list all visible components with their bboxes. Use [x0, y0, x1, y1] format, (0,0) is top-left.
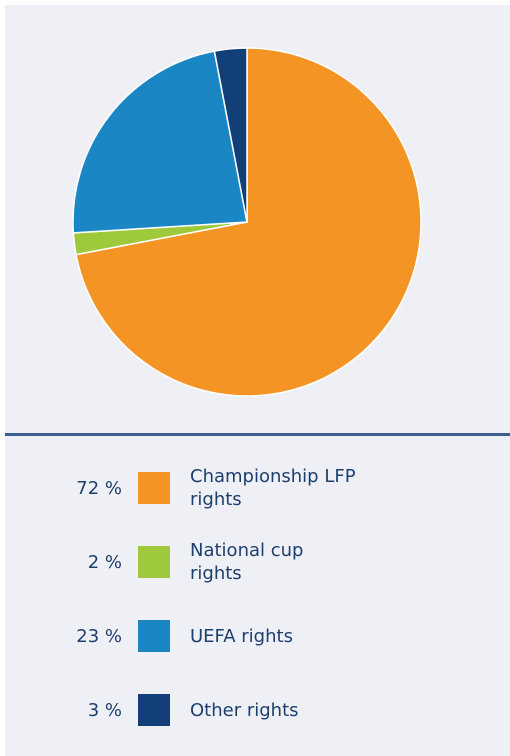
legend-label: National cup rights [190, 540, 304, 584]
legend-item: 72 % Championship LFP rights [5, 458, 360, 518]
value-label: 3 % [87, 699, 122, 721]
value-label: 23 % [76, 625, 122, 647]
legend-label: Championship LFP rights [190, 466, 356, 510]
legend-label: UEFA rights [190, 625, 293, 647]
pie-chart [72, 47, 422, 397]
panel: 72 % Championship LFP rights 2 % National c… [5, 5, 510, 756]
legend-label: Other rights [190, 699, 299, 721]
legend-item: 3 % Other rights [5, 680, 360, 740]
legend-swatch [138, 546, 170, 578]
legend-item: 2 % National cup rights [5, 532, 360, 592]
legend-swatch [138, 620, 170, 652]
pie-slice [213, 47, 248, 223]
pie-slice [72, 50, 248, 234]
legend-item: 23 % UEFA rights [5, 606, 360, 666]
legend-swatch [138, 694, 170, 726]
divider [5, 433, 510, 436]
value-label: 72 % [76, 477, 122, 499]
legend-swatch [138, 472, 170, 504]
pie-slice [75, 47, 422, 397]
value-label: 2 % [87, 551, 122, 573]
